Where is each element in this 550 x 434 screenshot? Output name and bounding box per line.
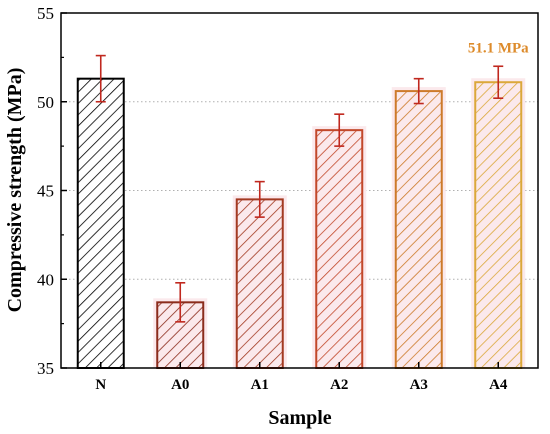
bar-A3: [394, 90, 443, 369]
x-tick-label-A2: A2: [330, 377, 348, 393]
x-tick-label-N: N: [95, 377, 106, 393]
bar-A4: [474, 81, 523, 369]
annotation-label: 51.1 MPa: [468, 40, 529, 56]
error-bars: [95, 54, 504, 323]
y-tick-label: 45: [37, 182, 54, 201]
y-tick-label: 55: [37, 4, 54, 23]
grid-lines: [61, 101, 538, 280]
x-tick-label-A0: A0: [171, 377, 189, 393]
y-tick-label: 50: [37, 93, 54, 112]
x-tick-label-A4: A4: [489, 377, 508, 393]
x-tick-label-A3: A3: [410, 377, 428, 393]
bar-N: [76, 77, 125, 370]
x-axis-title: Sample: [268, 407, 331, 429]
bar-A2: [315, 129, 364, 369]
x-tick-label-A1: A1: [251, 377, 269, 393]
y-axis-title: Compressive strength (MPa): [4, 68, 26, 313]
bar-A1: [235, 198, 284, 369]
y-tick-label: 35: [37, 359, 54, 378]
axes: 35 40 45 50 55 N A0 A1 A2 A3 A4: [37, 4, 508, 393]
bars: [76, 77, 526, 370]
y-tick-label: 40: [37, 270, 54, 289]
